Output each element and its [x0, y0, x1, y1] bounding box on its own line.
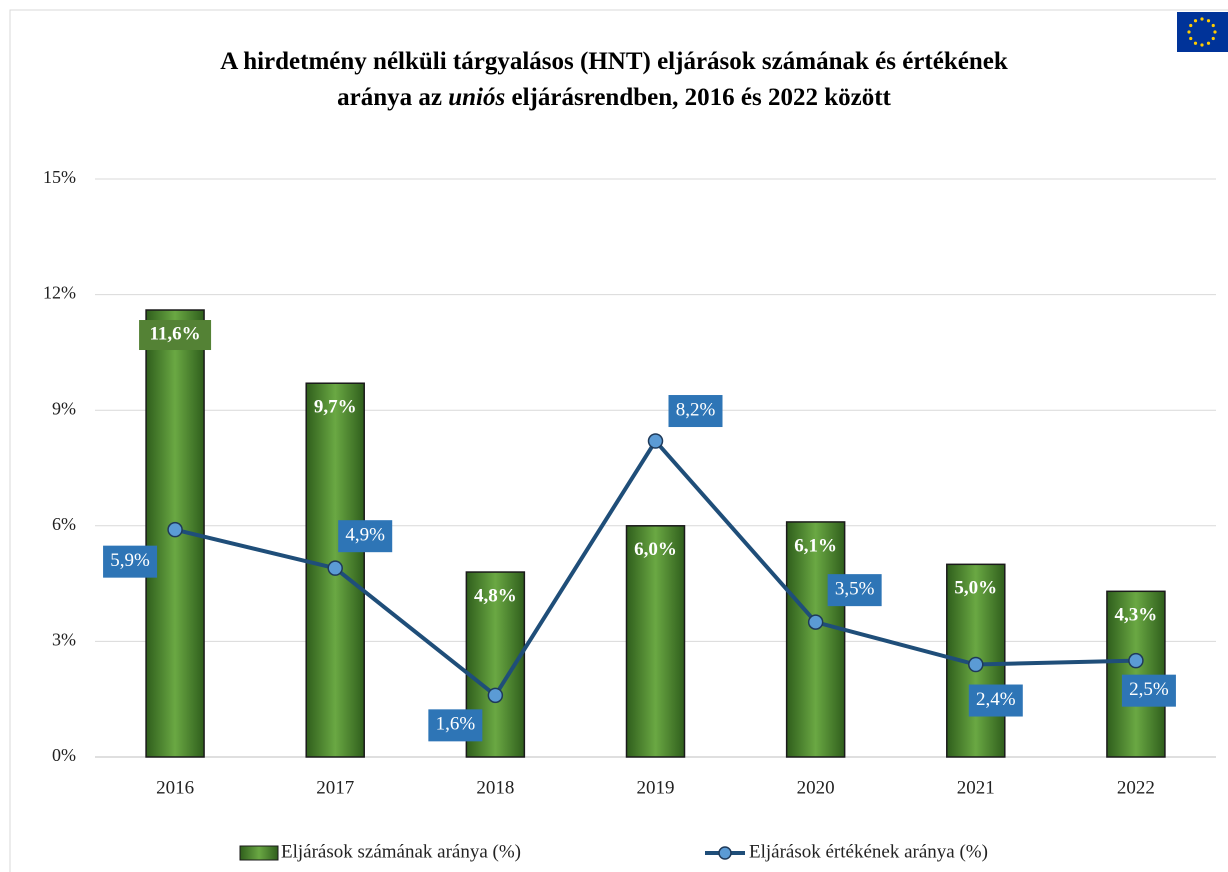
bar: [1106, 590, 1166, 758]
label-bg: [668, 395, 723, 428]
star: [1187, 30, 1191, 34]
star: [1189, 36, 1193, 41]
marker: [647, 433, 664, 449]
marker: [487, 687, 504, 704]
line-value-label: 3,5%: [835, 578, 875, 599]
star: [1193, 19, 1198, 23]
y-tick-label: 3%: [52, 630, 76, 650]
label-bg: [968, 684, 1023, 717]
line-value-label: 8,2%: [676, 399, 716, 420]
bar-value-label: 4,8%: [474, 585, 517, 606]
bar-value-label: 9,7%: [314, 397, 357, 418]
x-tick-label: 2022: [1117, 777, 1155, 798]
label-bg: [1121, 674, 1176, 707]
star: [1200, 17, 1204, 21]
x-tick-label: 2018: [476, 777, 514, 798]
bar-value-label: 5,0%: [954, 578, 997, 599]
x-tick-label: 2017: [316, 777, 354, 798]
title-line: A hirdetmény nélküli tárgyalásos (HNT) e…: [220, 48, 1008, 75]
label-bg: [139, 320, 212, 351]
marker: [1128, 652, 1144, 669]
star: [1193, 41, 1198, 45]
marker: [327, 560, 343, 576]
legend-marker: [718, 846, 732, 860]
star: [1206, 41, 1211, 45]
label-bg: [338, 520, 393, 553]
chart-title: A hirdetmény nélküli tárgyalásos (HNT) e…: [0, 44, 1228, 116]
legend-swatch: [239, 845, 279, 861]
label-bg: [827, 574, 882, 607]
marker: [968, 656, 984, 673]
bar: [625, 525, 686, 758]
title-italic: uniós: [448, 84, 506, 111]
bar-value-label: 6,1%: [794, 535, 837, 556]
label-bg: [103, 545, 158, 578]
eu-flag: [1177, 12, 1228, 52]
line-value-label: 2,5%: [1129, 679, 1169, 700]
frame: [9, 9, 1228, 872]
marker: [167, 521, 183, 538]
y-tick-label: 6%: [52, 514, 76, 534]
x-tick-label: 2016: [156, 777, 194, 798]
star: [1211, 23, 1215, 28]
title-part: eljárásrendben, 2016 és 2022 között: [511, 84, 891, 111]
star: [1211, 36, 1215, 41]
y-tick-label: 12%: [43, 283, 76, 303]
star: [1189, 23, 1193, 28]
label-bg: [428, 709, 483, 742]
legend-label: Eljárások számának aránya (%): [281, 841, 521, 862]
star: [1213, 30, 1217, 34]
bar-value-label: 4,3%: [1115, 605, 1158, 626]
star: [1200, 43, 1204, 47]
legend-label: Eljárások értékének aránya (%): [749, 841, 988, 862]
line-value-label: 5,9%: [110, 550, 150, 571]
x-tick-label: 2019: [637, 777, 675, 798]
y-tick-label: 0%: [52, 745, 76, 765]
bar-value-label: 11,6%: [149, 323, 200, 344]
y-tick-label: 15%: [43, 167, 76, 187]
line-value-label: 4,9%: [345, 525, 385, 546]
x-tick-label: 2021: [957, 777, 995, 798]
bar: [785, 521, 846, 758]
y-tick-label: 9%: [52, 398, 76, 418]
marker: [807, 614, 824, 630]
x-tick-label: 2020: [797, 777, 835, 798]
bar-value-label: 6,0%: [634, 539, 677, 560]
line-value-label: 2,4%: [976, 689, 1016, 710]
star: [1206, 19, 1211, 23]
line-value-label: 1,6%: [436, 714, 476, 735]
title-part: aránya az: [337, 84, 442, 111]
